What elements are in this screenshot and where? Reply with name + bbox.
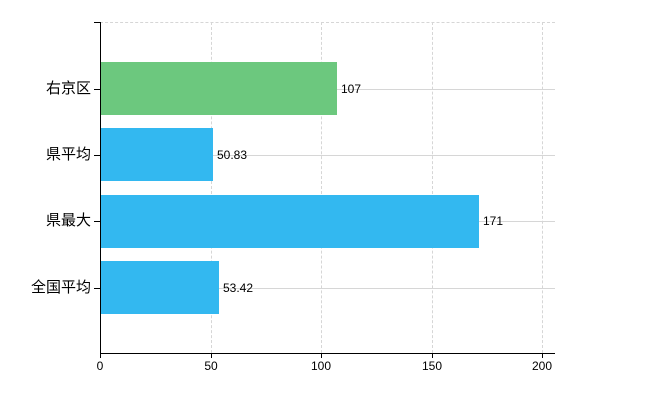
- x-gridline: [211, 22, 212, 353]
- bar-3: [101, 195, 479, 248]
- category-label: 県最大: [45, 212, 91, 229]
- x-tick-label: 150: [421, 359, 443, 373]
- category-label: 全国平均: [30, 279, 91, 296]
- plot-top-border: [100, 22, 555, 23]
- x-tick: [542, 353, 543, 358]
- value-label: 107: [341, 82, 362, 96]
- y-tick: [94, 221, 100, 222]
- x-axis-line: [100, 353, 555, 354]
- y-tick: [94, 155, 100, 156]
- y-tick: [94, 22, 100, 23]
- x-tick-label: 0: [96, 359, 104, 373]
- y-gridline: [100, 155, 555, 156]
- x-gridline: [321, 22, 322, 353]
- bar-2: [101, 128, 213, 181]
- value-label: 53.42: [223, 281, 254, 295]
- bar-4: [101, 261, 219, 314]
- x-tick: [211, 353, 212, 358]
- value-label: 50.83: [217, 148, 248, 162]
- x-tick-label: 200: [531, 359, 553, 373]
- y-axis-line: [100, 22, 101, 358]
- y-tick: [94, 89, 100, 90]
- x-tick: [321, 353, 322, 358]
- x-tick-label: 50: [204, 359, 218, 373]
- x-gridline: [432, 22, 433, 353]
- y-tick: [94, 288, 100, 289]
- category-label: 県平均: [45, 146, 91, 163]
- bar-1: [101, 62, 337, 115]
- y-gridline: [100, 288, 555, 289]
- x-tick-label: 100: [310, 359, 332, 373]
- value-label: 171: [483, 214, 504, 228]
- category-label: 右京区: [45, 80, 91, 97]
- x-gridline: [542, 22, 543, 353]
- x-tick: [432, 353, 433, 358]
